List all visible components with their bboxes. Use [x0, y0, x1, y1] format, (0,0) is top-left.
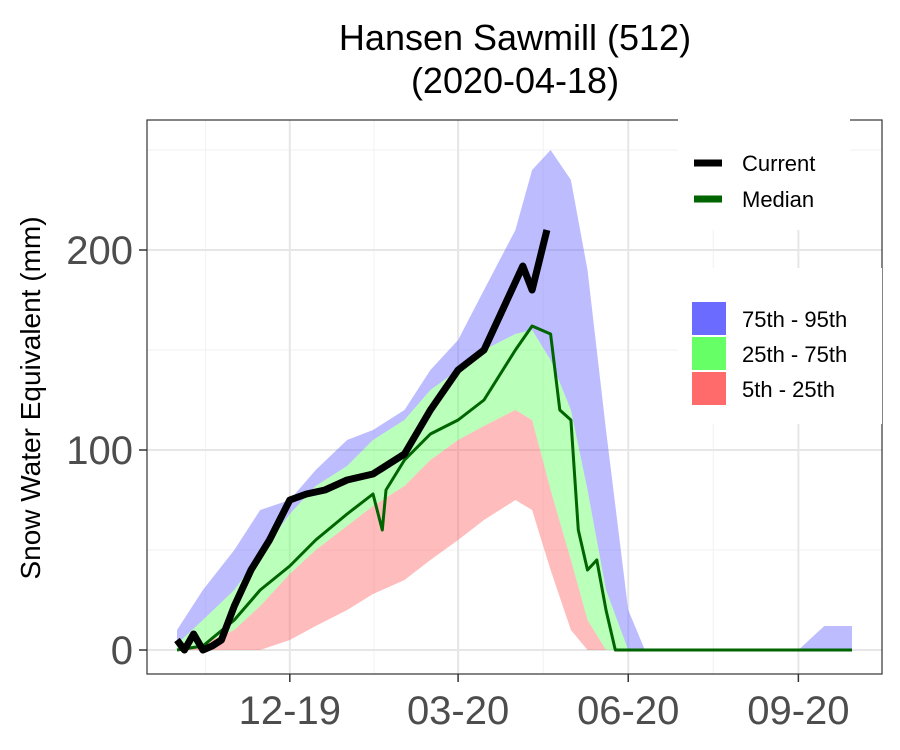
- legend-fill-label: 5th - 25th: [742, 377, 835, 402]
- current-line: [174, 229, 551, 654]
- x-tick-label: 12-19: [239, 689, 341, 733]
- y-tick-label: 100: [66, 429, 133, 473]
- legend-line-label: Median: [742, 187, 814, 212]
- x-tick-label: 09-20: [747, 689, 849, 733]
- series-lines: [174, 229, 852, 654]
- legend: Current Median 75th - 95th 25th - 75th 5th -…: [678, 118, 882, 424]
- x-tick-label: 03-20: [407, 689, 509, 733]
- x-tick-label: 06-20: [577, 689, 679, 733]
- axis-ticks: 0 100 200 12-19 03-20 06-20 09-20: [66, 229, 849, 733]
- legend-fill-swatch: [692, 372, 726, 405]
- legend-line-label: Current: [742, 151, 815, 176]
- band-75-95: [177, 150, 852, 650]
- legend-fill-label: 25th - 75th: [742, 342, 847, 367]
- legend-fill-swatch: [692, 302, 726, 335]
- y-tick-label: 0: [111, 629, 133, 673]
- percentile-bands: [177, 150, 852, 650]
- y-tick-label: 200: [66, 229, 133, 273]
- median-line: [176, 324, 852, 652]
- band-25-75: [177, 330, 852, 650]
- chart-title: Hansen Sawmill (512): [339, 17, 691, 58]
- legend-fill-swatch: [692, 337, 726, 370]
- chart-subtitle: (2020-04-18): [411, 60, 619, 101]
- y-axis-label: Snow Water Equivalent (mm): [15, 216, 46, 579]
- band-5-25: [177, 410, 852, 650]
- legend-fill-label: 75th - 95th: [742, 307, 847, 332]
- legend-lines-box: [678, 118, 850, 230]
